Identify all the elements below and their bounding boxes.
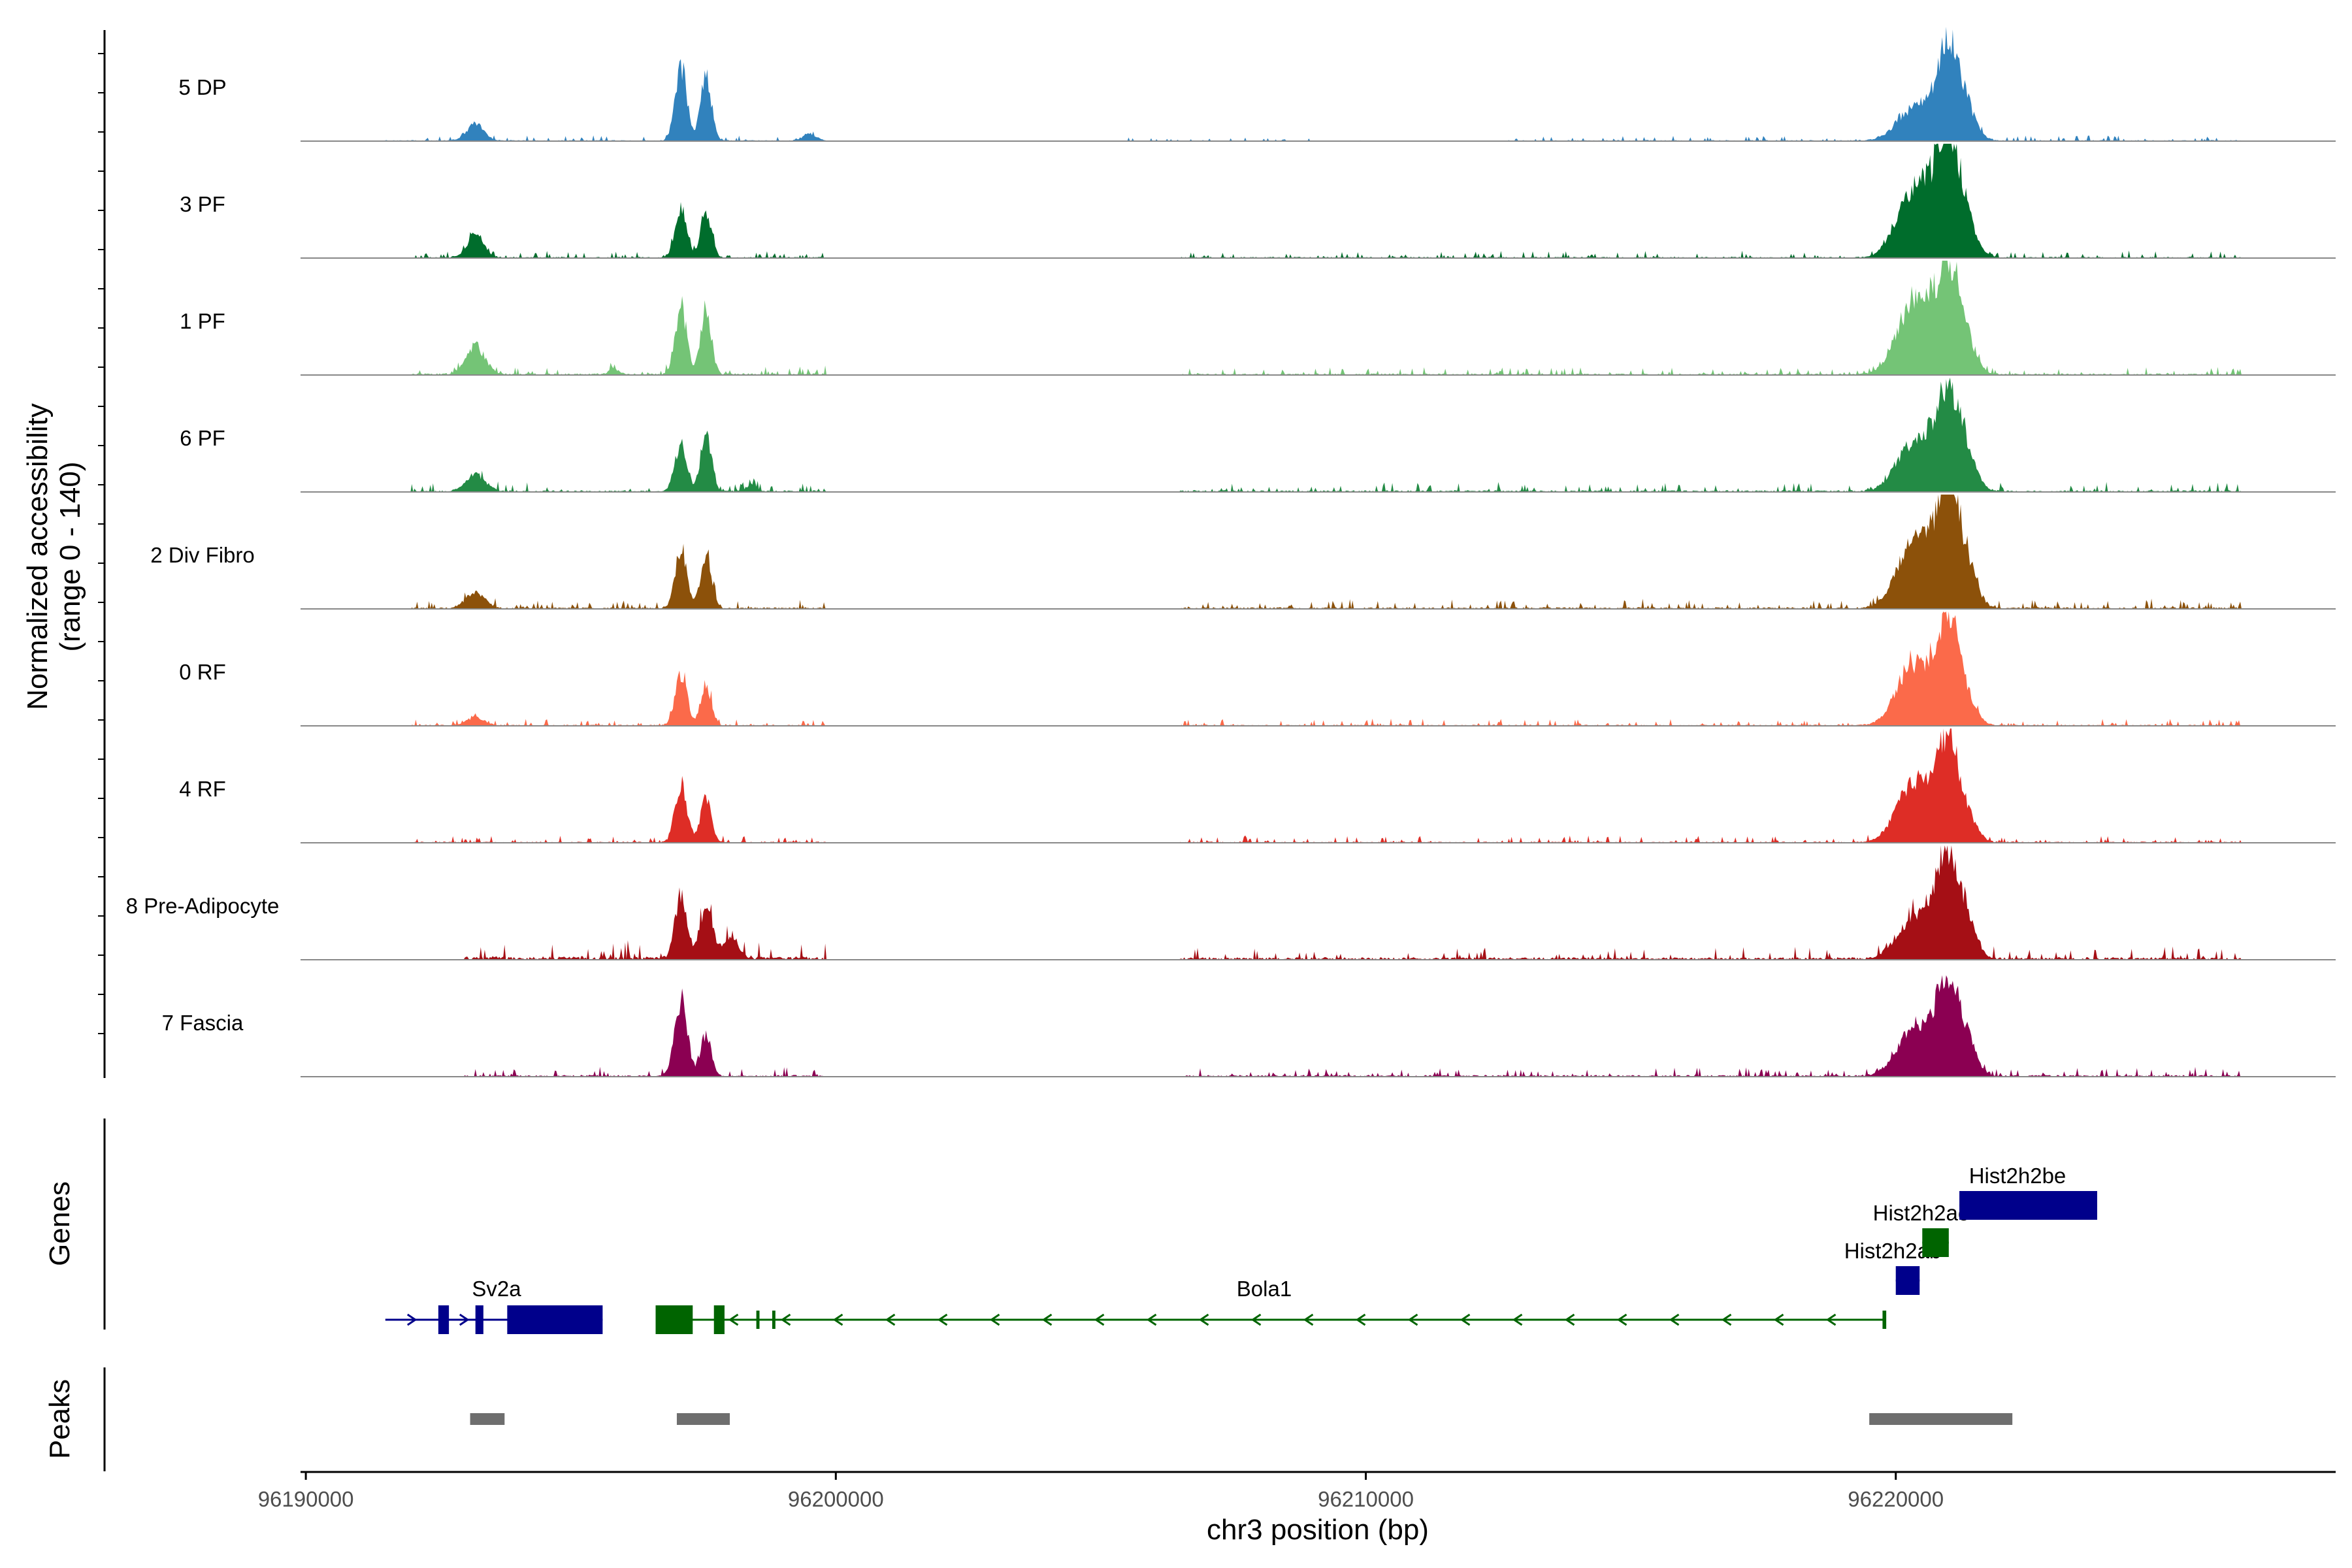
track-label: 3 PF	[180, 192, 225, 216]
coverage-tracks: 5 DP 3 PF 1 PF 6 PF 2 Div Fibro 0 RF 4 RF 8 Pre…	[126, 27, 2336, 1077]
strand-arrow	[885, 1313, 896, 1326]
coverage-area-3-pf	[301, 144, 2267, 258]
strand-arrow	[1721, 1313, 1732, 1326]
gene-sv2a: Sv2a	[385, 1277, 603, 1334]
strand-arrow	[832, 1313, 843, 1326]
genes-panel: Genes Sv2a Bola1Hist2h2abHist2h2acHist2h2…	[44, 1119, 2097, 1334]
peak-regions	[470, 1413, 2013, 1425]
strand-arrow	[1773, 1313, 1784, 1326]
gene-exon	[1895, 1266, 1920, 1295]
gene-exon	[713, 1305, 725, 1334]
gene-hist2h2ac: Hist2h2ac	[1873, 1201, 1969, 1257]
gene-exon	[772, 1311, 776, 1329]
strand-arrow	[459, 1313, 470, 1326]
x-axis: 96190000 96200000 96210000 96220000 chr3 po…	[258, 1471, 2336, 1546]
strand-arrow	[1094, 1313, 1105, 1326]
y-axis-label: Normalized accessibility (range 0 - 140)	[22, 403, 86, 710]
track-label: 6 PF	[180, 426, 225, 450]
coverage-area-1-pf	[301, 261, 2267, 375]
strand-arrow	[1460, 1313, 1471, 1326]
track-1-pf: 1 PF	[180, 261, 2336, 376]
gene-label: Sv2a	[472, 1277, 521, 1301]
y-axis-ticks	[98, 53, 105, 1034]
coverage-area-7-fascia	[301, 975, 2267, 1077]
track-5-dp: 5 DP	[178, 27, 2336, 142]
x-axis-label: chr3 position (bp)	[1207, 1514, 1429, 1546]
strand-arrow	[1407, 1313, 1418, 1326]
x-tick-label: 96200000	[788, 1487, 884, 1511]
gene-label: Bola1	[1237, 1277, 1292, 1301]
strand-arrow	[1250, 1313, 1262, 1326]
track-label: 2 Div Fibro	[150, 543, 255, 567]
track-label: 1 PF	[180, 309, 225, 333]
coverage-area-5-dp	[301, 27, 2267, 141]
strand-arrow	[1669, 1313, 1680, 1326]
strand-arrow	[728, 1313, 739, 1326]
strand-arrow	[1146, 1313, 1157, 1326]
gene-label: Hist2h2be	[1969, 1164, 2066, 1188]
coverage-area-0-rf	[301, 612, 2267, 726]
track-label: 5 DP	[178, 75, 226, 99]
strand-arrow	[1041, 1313, 1053, 1326]
x-axis-ticks: 96190000 96200000 96210000 96220000	[258, 1472, 1944, 1511]
x-tick-label: 96210000	[1318, 1487, 1414, 1511]
coverage-area-4-rf	[301, 728, 2267, 843]
track-7-fascia: 7 Fascia	[162, 975, 2336, 1077]
strand-arrow	[1512, 1313, 1523, 1326]
strand-arrow	[780, 1313, 791, 1326]
track-0-rf: 0 RF	[179, 612, 2336, 727]
strand-arrow	[937, 1313, 948, 1326]
genes-label: Genes	[44, 1181, 76, 1266]
y-axis-label-line1: Normalized accessibility	[22, 403, 54, 710]
peak-region	[470, 1413, 505, 1425]
peaks-label: Peaks	[44, 1379, 76, 1459]
strand-arrow	[1564, 1313, 1575, 1326]
gene-exon	[1959, 1191, 2097, 1220]
track-6-pf: 6 PF	[180, 378, 2336, 493]
track-label: 0 RF	[179, 660, 226, 684]
track-8-pre-adipocyte: 8 Pre-Adipocyte	[126, 845, 2336, 960]
strand-arrow	[1303, 1313, 1314, 1326]
y-axis-label-line2: (range 0 - 140)	[54, 461, 86, 651]
gene-exon	[655, 1305, 693, 1334]
coverage-area-2-div-fibro	[301, 495, 2267, 609]
gene-exon	[438, 1305, 449, 1334]
gene-exon	[1882, 1311, 1887, 1329]
gene-exon	[1922, 1228, 1949, 1257]
track-label: 4 RF	[179, 777, 226, 801]
strand-arrow	[989, 1313, 1000, 1326]
gene-label: Hist2h2ac	[1873, 1201, 1969, 1225]
gene-hist2h2be: Hist2h2be	[1959, 1164, 2097, 1220]
strand-arrow	[1198, 1313, 1209, 1326]
gene-exon	[507, 1305, 603, 1334]
strand-arrow	[406, 1313, 417, 1326]
coverage-area-6-pf	[301, 378, 2267, 492]
strand-arrow	[1616, 1313, 1627, 1326]
track-label: 8 Pre-Adipocyte	[126, 894, 280, 918]
peaks-panel: Peaks	[44, 1367, 2013, 1471]
x-tick-label: 96190000	[258, 1487, 354, 1511]
track-label: 7 Fascia	[162, 1011, 244, 1035]
gene-exon	[475, 1305, 483, 1334]
peak-region	[1869, 1413, 2013, 1425]
coverage-area-8-pre-adipocyte	[301, 845, 2267, 960]
track-3-pf: 3 PF	[180, 144, 2336, 259]
strand-arrow	[1825, 1313, 1837, 1326]
track-4-rf: 4 RF	[179, 728, 2336, 843]
gene-exon	[756, 1311, 760, 1329]
track-2-div-fibro: 2 Div Fibro	[150, 495, 2336, 610]
peak-region	[676, 1413, 730, 1425]
x-tick-label: 96220000	[1848, 1487, 1944, 1511]
strand-arrow	[1355, 1313, 1366, 1326]
gene-bola1: Bola1	[655, 1277, 1887, 1334]
